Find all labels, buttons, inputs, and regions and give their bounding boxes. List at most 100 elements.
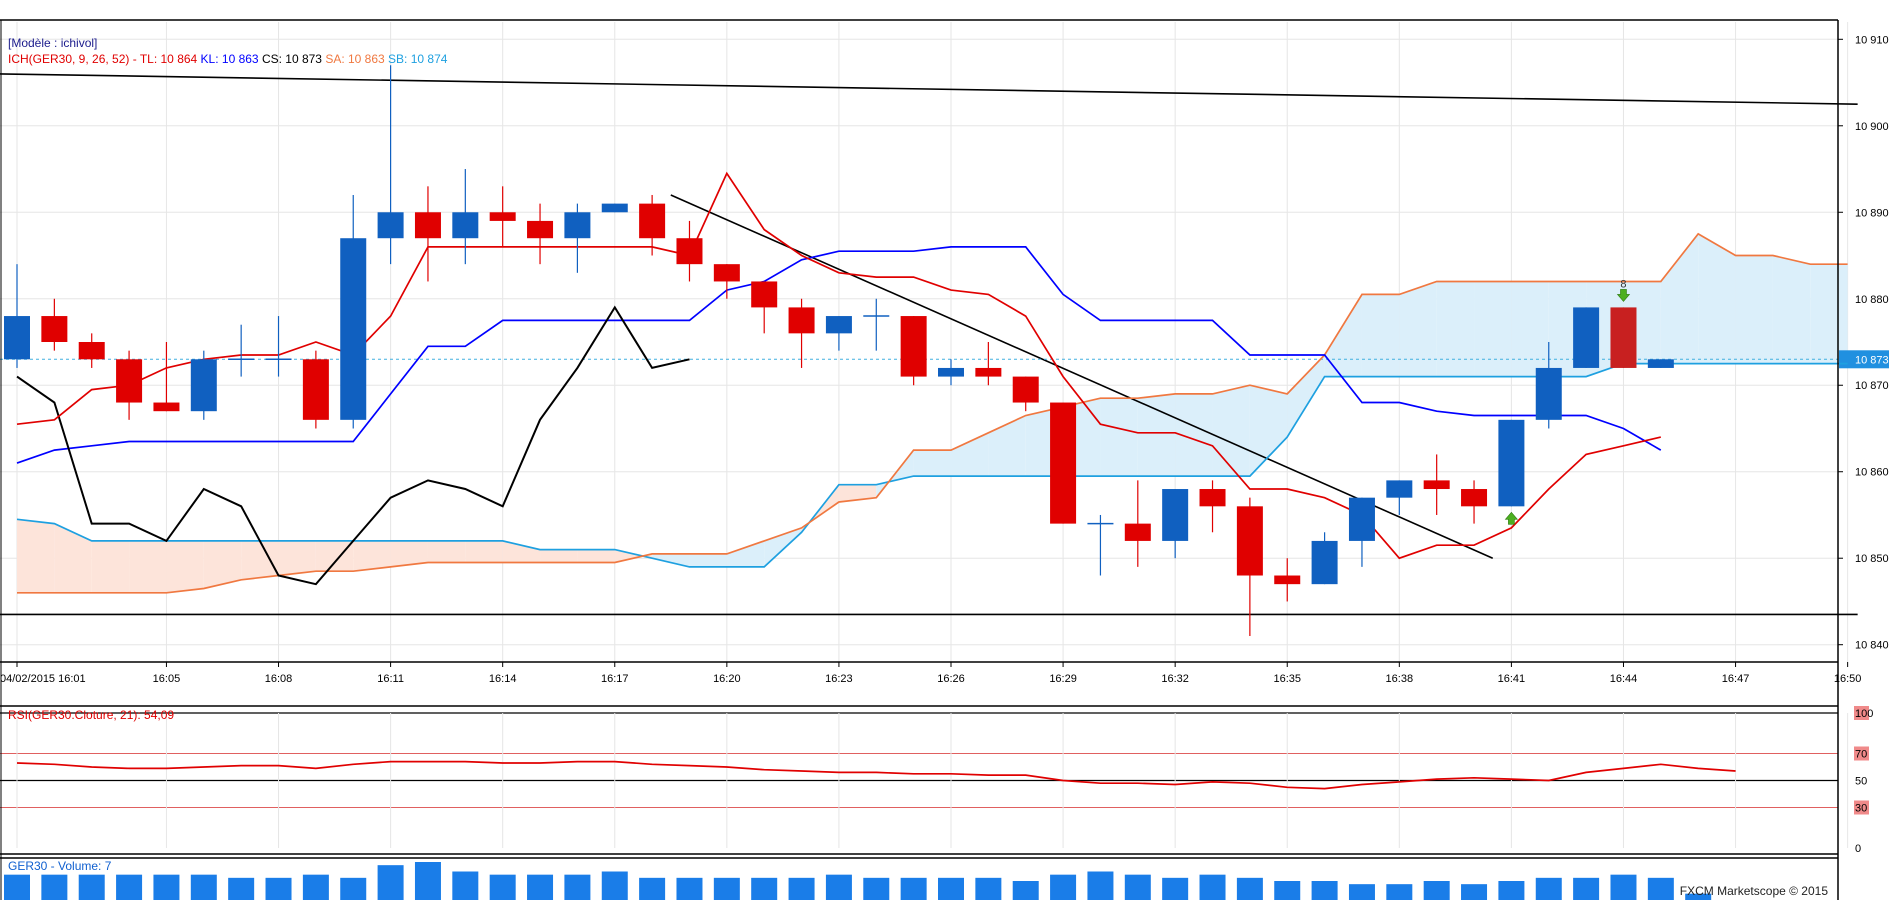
volume-title: GER30 - Volume: 7 — [8, 859, 112, 873]
x-tick-label: 16:14 — [489, 673, 517, 685]
ichimoku-cloud-segment — [353, 540, 391, 572]
x-tick-label: 16:41 — [1498, 673, 1526, 685]
volume-bar — [1236, 877, 1263, 900]
candle-body — [1386, 480, 1413, 498]
candle-body — [1647, 359, 1674, 368]
rsi-panel[interactable]: 0 30 50 70 100 — [0, 706, 1873, 855]
ichimoku-cloud-segment — [689, 553, 727, 567]
rsi-tick-label: 0 — [1855, 843, 1861, 855]
volume-bar — [1647, 877, 1674, 900]
candle-body — [1573, 307, 1600, 368]
x-tick-label: 16:35 — [1273, 673, 1301, 685]
rsi-tick-label: 50 — [1855, 776, 1867, 788]
y-tick-label: 10 880 — [1855, 294, 1889, 306]
legend-item: SB: 10 874 — [385, 52, 448, 66]
y-tick-label: 10 840 — [1855, 640, 1889, 652]
volume-bar — [4, 874, 30, 900]
current-price-label: 10 873 — [1855, 354, 1889, 366]
candle-body — [116, 359, 143, 403]
volume-bar — [1535, 877, 1562, 900]
ichimoku-cloud-segment — [91, 540, 130, 593]
legend-item: TL: 10 864 — [137, 52, 198, 66]
ichimoku-cloud-segment — [1660, 233, 1699, 364]
volume-bar — [1087, 871, 1114, 900]
x-tick-label: 16:26 — [937, 673, 965, 685]
rsi-tick-bg — [1854, 706, 1869, 720]
rsi-tick-bg — [1854, 800, 1869, 815]
ichimoku-cloud-segment — [315, 540, 354, 572]
ichimoku-cloud-segment — [726, 540, 765, 567]
candle-body — [639, 203, 666, 239]
ichimoku-cloud-segment — [1249, 385, 1288, 477]
signal-arrow-icon — [1504, 511, 1519, 525]
x-tick-label: 16:05 — [153, 673, 181, 685]
volume-bar — [713, 877, 740, 900]
candle-body — [1348, 497, 1375, 541]
candle-body — [1274, 575, 1301, 585]
series-senkou_a — [17, 232, 1848, 594]
trend-line — [670, 194, 1494, 559]
x-tick-label: 04/02/2015 16:01 — [0, 673, 86, 685]
ichimoku-cloud-segment — [540, 549, 578, 563]
rsi-title: RSI(GER30.Cloture, 21): 54,09 — [8, 708, 174, 722]
volume-bar — [900, 877, 927, 900]
volume-bar — [78, 874, 105, 900]
x-tick-label: 16:20 — [713, 673, 741, 685]
candle-body — [676, 238, 703, 265]
candle-body — [340, 238, 367, 420]
x-tick-label: 16:38 — [1386, 673, 1414, 685]
volume-bar — [975, 877, 1002, 900]
ichimoku-cloud-segment — [988, 415, 1026, 477]
ichimoku-cloud-segment — [203, 540, 242, 589]
model-label: [Modèle : ichivol] — [8, 36, 97, 50]
volume-bar — [1348, 884, 1375, 900]
ichimoku-cloud-segment — [1361, 294, 1400, 377]
current-price-tag — [1839, 350, 1889, 369]
ichimoku-cloud-segment — [278, 540, 316, 576]
volume-bar — [1573, 877, 1600, 900]
candle-body — [1461, 489, 1488, 507]
volume-bar — [1311, 881, 1338, 900]
volume-bar — [601, 871, 628, 900]
candle-body — [975, 367, 1002, 377]
volume-bar — [116, 874, 143, 900]
ichimoku-cloud-segment — [1212, 385, 1250, 477]
ichimoku-cloud-segment — [951, 432, 989, 477]
candle-body — [713, 264, 740, 282]
x-tick-label: 16:11 — [377, 673, 404, 685]
volume-bar — [228, 877, 255, 900]
x-tick-label: 16:44 — [1610, 673, 1638, 685]
ichimoku-cloud-segment — [1287, 354, 1325, 438]
x-tick-label: 16:08 — [265, 673, 293, 685]
volume-bar — [1685, 893, 1712, 900]
ichimoku-cloud-segment — [1735, 255, 1773, 364]
volume-bar — [1124, 874, 1151, 900]
y-tick-label: 10 890 — [1855, 207, 1889, 219]
ichimoku-cloud-segment — [1474, 281, 1512, 377]
legend-item: SA: 10 863 — [322, 52, 385, 66]
candle-body — [190, 359, 217, 412]
price-panel[interactable]: 10 840 10 850 10 860 10 870 10 880 10 890 10 9… — [0, 22, 1889, 685]
candle-body — [825, 316, 852, 334]
y-tick-label: 10 900 — [1855, 121, 1889, 133]
volume-bar — [190, 874, 217, 900]
indicator-legend: ICH(GER30, 9, 26, 52) - TL: 10 864 KL: 1… — [8, 52, 448, 66]
volume-bar — [676, 877, 703, 900]
volume-bar — [302, 874, 329, 900]
candle-body — [788, 307, 815, 334]
volume-bar — [527, 874, 554, 900]
candle-body — [1423, 480, 1450, 490]
candle-body — [302, 359, 329, 420]
ichimoku-cloud-segment — [577, 549, 615, 563]
ichimoku-cloud-segment — [427, 540, 466, 563]
rsi-tick-label: 100 — [1855, 708, 1873, 720]
volume-panel[interactable] — [4, 862, 1712, 900]
legend-item: KL: 10 863 — [197, 52, 259, 66]
header-legend: [Modèle : ichivol] ICH(GER30, 9, 26, 52)… — [8, 36, 1828, 898]
candle-body — [1236, 506, 1263, 576]
volume-bar — [1386, 884, 1413, 900]
ichimoku-cloud-segment — [1511, 281, 1549, 377]
candle-body — [527, 220, 554, 239]
